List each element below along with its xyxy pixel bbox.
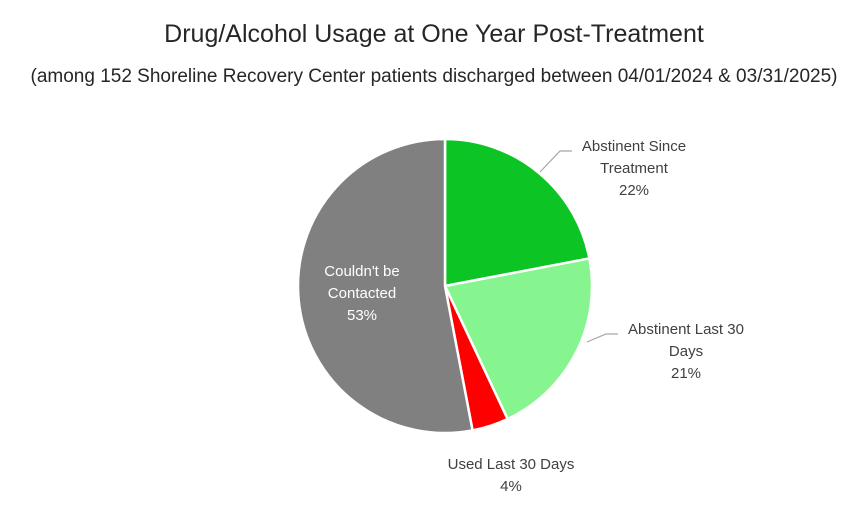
- slice-category-label: Days: [669, 343, 703, 360]
- slice-category-label: Used Last 30 Days: [448, 456, 575, 473]
- slice-category-label: Abstinent Last 30: [628, 321, 744, 338]
- pie-slices: [296, 137, 594, 435]
- leader-lines: [539, 150, 618, 343]
- pie-slice: [443, 257, 594, 421]
- slice-label-group: Abstinent Since Treatment 22%: [582, 138, 686, 199]
- pie-slice: [443, 137, 591, 288]
- slice-category-label: Contacted: [328, 285, 396, 302]
- chart-subtitle: (among 152 Shoreline Recovery Center pat…: [30, 66, 838, 87]
- slice-label-group: Couldn't be Contacted 53%: [324, 263, 399, 324]
- slice-category-label: Abstinent Since: [582, 138, 686, 155]
- slice-percent-label: 4%: [500, 478, 522, 495]
- slice-label-group: Used Last 30 Days 4%: [448, 456, 575, 495]
- slice-label-group: Abstinent Last 30 Days 21%: [628, 321, 744, 382]
- leader-line: [586, 333, 618, 343]
- slice-percent-label: 21%: [671, 365, 701, 382]
- leader-line: [539, 150, 572, 173]
- chart-title: Drug/Alcohol Usage at One Year Post-Trea…: [164, 20, 704, 48]
- slice-percent-label: 22%: [619, 182, 649, 199]
- slice-category-label: Couldn't be: [324, 263, 399, 280]
- pie-slice: [296, 137, 474, 435]
- slice-percent-label: 53%: [347, 307, 377, 324]
- slice-category-label: Treatment: [600, 160, 669, 177]
- slice-labels: Abstinent Since Treatment 22% Abstinent Las…: [324, 138, 744, 495]
